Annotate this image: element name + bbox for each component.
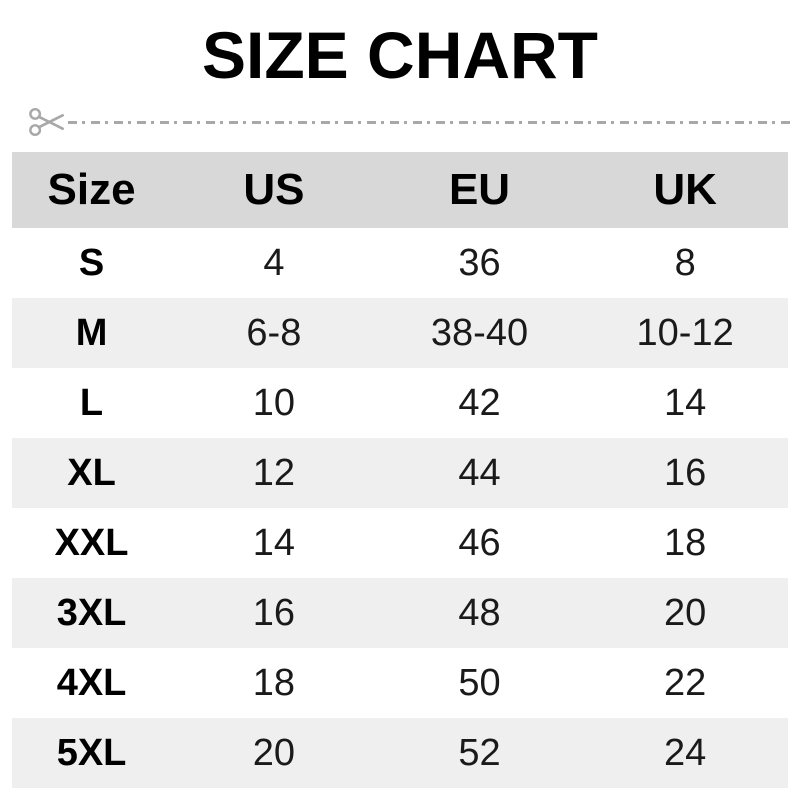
uk-value: 22 [664,661,707,704]
table-row-xl: XL 12 44 16 [12,438,788,508]
page-title: SIZE CHART [202,18,598,92]
uk-value: 18 [664,521,707,564]
size-label: S [78,241,105,284]
table-row-5xl: 5XL 20 52 24 [12,718,788,788]
uk-value: 16 [664,451,707,494]
us-value: 16 [252,591,296,634]
size-label: M [75,311,108,354]
column-header-us: US [243,165,305,214]
eu-value: 44 [458,451,501,494]
eu-value: 52 [458,731,501,774]
uk-value: 24 [664,731,707,774]
size-label: 4XL [56,661,127,704]
dashed-cut-line [68,120,790,124]
us-value: 18 [252,661,296,704]
us-value: 10 [252,381,296,424]
us-value: 12 [252,451,296,494]
size-label: 3XL [56,591,127,634]
us-value: 20 [252,731,296,774]
size-label: 5XL [56,731,127,774]
cut-line [28,103,790,141]
table-row-s: S 4 36 8 [12,228,788,298]
table-row-l: L 10 42 14 [12,368,788,438]
uk-value: 20 [664,591,707,634]
eu-value: 42 [458,381,501,424]
table-row-4xl: 4XL 18 50 22 [12,648,788,718]
us-value: 4 [263,241,285,284]
us-value: 6-8 [246,311,302,354]
size-label: XXL [54,521,129,564]
size-label: XL [67,451,116,494]
uk-value: 8 [674,241,696,284]
uk-value: 14 [664,381,707,424]
column-header-eu: EU [448,165,511,214]
table-row-xxl: XXL 14 46 18 [12,508,788,578]
uk-value: 10-12 [636,311,734,354]
size-table: Size US EU UK S 4 36 8 M 6-8 38-40 10-12… [12,152,788,788]
eu-value: 36 [458,241,501,284]
eu-value: 38-40 [430,311,529,354]
table-row-3xl: 3XL 16 48 20 [12,578,788,648]
size-label: L [79,381,104,424]
column-header-size: Size [47,165,136,214]
table-header-row: Size US EU UK [12,152,788,228]
us-value: 14 [252,521,296,564]
eu-value: 46 [458,521,501,564]
scissors-icon [28,104,66,140]
column-header-uk: UK [653,165,717,214]
table-row-m: M 6-8 38-40 10-12 [12,298,788,368]
eu-value: 50 [458,661,501,704]
eu-value: 48 [458,591,501,634]
